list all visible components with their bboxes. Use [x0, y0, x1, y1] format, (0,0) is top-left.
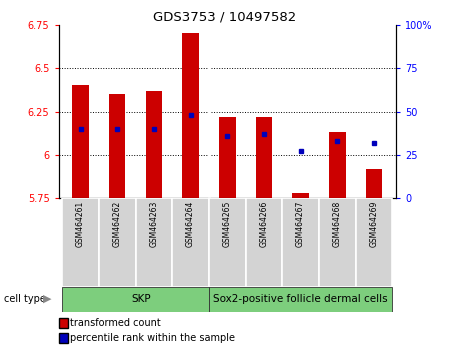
Bar — [246, 198, 282, 287]
Text: GSM464269: GSM464269 — [369, 201, 378, 247]
Bar — [209, 198, 246, 287]
Text: GSM464266: GSM464266 — [260, 201, 269, 247]
Text: GSM464265: GSM464265 — [223, 201, 232, 247]
Bar — [256, 117, 272, 198]
Text: percentile rank within the sample: percentile rank within the sample — [70, 333, 235, 343]
Text: transformed count: transformed count — [70, 318, 161, 328]
Bar — [182, 33, 199, 198]
Bar — [72, 85, 89, 198]
Text: GSM464264: GSM464264 — [186, 201, 195, 247]
Bar — [135, 198, 172, 287]
Text: Sox2-positive follicle dermal cells: Sox2-positive follicle dermal cells — [213, 294, 388, 304]
Text: GSM464268: GSM464268 — [333, 201, 342, 247]
Text: GSM464262: GSM464262 — [112, 201, 122, 247]
Bar — [172, 198, 209, 287]
Text: ▶: ▶ — [43, 294, 52, 304]
Bar — [366, 169, 382, 198]
Text: SKP: SKP — [131, 294, 151, 304]
Bar — [219, 117, 235, 198]
Bar — [329, 132, 346, 198]
Bar — [319, 198, 356, 287]
Bar — [209, 287, 392, 312]
Text: GDS3753 / 10497582: GDS3753 / 10497582 — [153, 11, 297, 24]
Bar — [109, 94, 126, 198]
Bar — [146, 91, 162, 198]
Bar — [62, 287, 209, 312]
Bar — [356, 198, 392, 287]
Text: GSM464267: GSM464267 — [296, 201, 305, 247]
Bar — [292, 193, 309, 198]
Text: GSM464261: GSM464261 — [76, 201, 85, 247]
Bar — [99, 198, 135, 287]
Bar — [282, 198, 319, 287]
Text: cell type: cell type — [4, 294, 46, 304]
Bar — [62, 198, 99, 287]
Text: GSM464263: GSM464263 — [149, 201, 158, 247]
